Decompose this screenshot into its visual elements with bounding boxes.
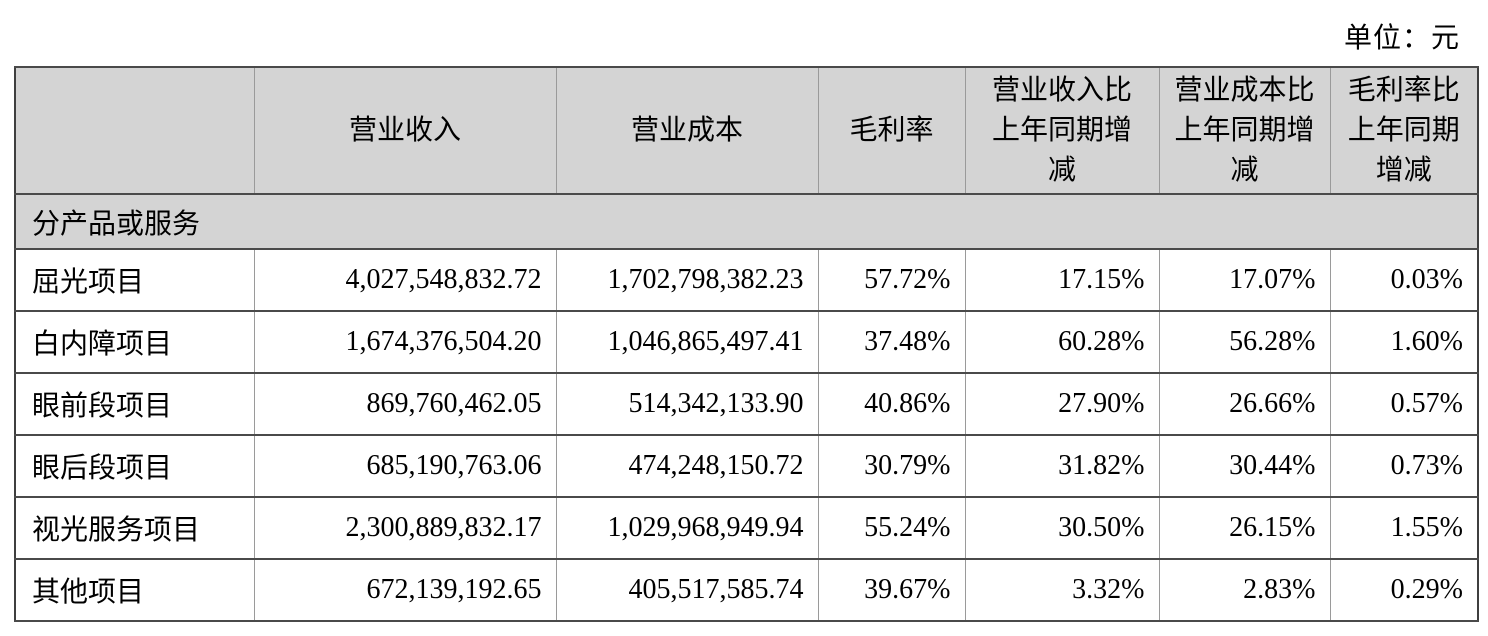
product-service-table: 营业收入 营业成本 毛利率 营业收入比 上年同期增 减 营业成本比 上年同期增 … [14,66,1479,622]
revenue-cell: 672,139,192.65 [253,558,557,622]
product-name-cell: 白内障项目 [14,310,255,374]
revenue-yoy-cell: 3.32% [964,558,1160,622]
col-header-cost-yoy: 营业成本比 上年同期增 减 [1158,66,1331,195]
section-header-cell: 分产品或服务 [14,193,1479,250]
product-name-cell: 眼后段项目 [14,434,255,498]
col-header-blank [14,66,255,195]
table-row: 眼前段项目 869,760,462.05 514,342,133.90 40.8… [14,372,1479,436]
revenue-yoy-cell: 60.28% [964,310,1160,374]
gross-margin-cell: 55.24% [817,496,966,560]
margin-yoy-cell: 1.60% [1329,310,1479,374]
header-row: 营业收入 营业成本 毛利率 营业收入比 上年同期增 减 营业成本比 上年同期增 … [14,66,1479,195]
revenue-cell: 4,027,548,832.72 [253,248,557,312]
cost-yoy-cell: 56.28% [1158,310,1331,374]
table-row: 白内障项目 1,674,376,504.20 1,046,865,497.41 … [14,310,1479,374]
revenue-yoy-cell: 17.15% [964,248,1160,312]
gross-margin-cell: 40.86% [817,372,966,436]
revenue-cell: 1,674,376,504.20 [253,310,557,374]
cost-cell: 1,046,865,497.41 [555,310,819,374]
revenue-cell: 685,190,763.06 [253,434,557,498]
gross-margin-cell: 57.72% [817,248,966,312]
gross-margin-cell: 30.79% [817,434,966,498]
col-header-gross-margin: 毛利率 [817,66,966,195]
col-header-revenue: 营业收入 [253,66,557,195]
section-header-row: 分产品或服务 [14,193,1479,250]
product-name-cell: 其他项目 [14,558,255,622]
col-header-revenue-yoy: 营业收入比 上年同期增 减 [964,66,1160,195]
cost-yoy-cell: 26.66% [1158,372,1331,436]
product-name-cell: 屈光项目 [14,248,255,312]
revenue-cell: 2,300,889,832.17 [253,496,557,560]
margin-yoy-cell: 0.57% [1329,372,1479,436]
cost-yoy-cell: 30.44% [1158,434,1331,498]
revenue-yoy-cell: 31.82% [964,434,1160,498]
margin-yoy-cell: 0.29% [1329,558,1479,622]
revenue-yoy-cell: 27.90% [964,372,1160,436]
cost-yoy-cell: 2.83% [1158,558,1331,622]
product-name-cell: 眼前段项目 [14,372,255,436]
cost-cell: 1,702,798,382.23 [555,248,819,312]
cost-cell: 1,029,968,949.94 [555,496,819,560]
margin-yoy-cell: 0.03% [1329,248,1479,312]
cost-cell: 405,517,585.74 [555,558,819,622]
table-row: 眼后段项目 685,190,763.06 474,248,150.72 30.7… [14,434,1479,498]
unit-label: 单位：元 [1343,23,1460,54]
cost-cell: 474,248,150.72 [555,434,819,498]
table-body: 分产品或服务 屈光项目 4,027,548,832.72 1,702,798,3… [14,193,1479,622]
table-row: 其他项目 672,139,192.65 405,517,585.74 39.67… [14,558,1479,622]
table-row: 视光服务项目 2,300,889,832.17 1,029,968,949.94… [14,496,1479,560]
revenue-yoy-cell: 30.50% [964,496,1160,560]
product-name-cell: 视光服务项目 [14,496,255,560]
cost-yoy-cell: 17.07% [1158,248,1331,312]
cost-yoy-cell: 26.15% [1158,496,1331,560]
gross-margin-cell: 39.67% [817,558,966,622]
revenue-cell: 869,760,462.05 [253,372,557,436]
margin-yoy-cell: 1.55% [1329,496,1479,560]
table-row: 屈光项目 4,027,548,832.72 1,702,798,382.23 5… [14,248,1479,312]
gross-margin-cell: 37.48% [817,310,966,374]
col-header-cost: 营业成本 [555,66,819,195]
col-header-margin-yoy: 毛利率比 上年同期 增减 [1329,66,1479,195]
table-header: 营业收入 营业成本 毛利率 营业收入比 上年同期增 减 营业成本比 上年同期增 … [14,66,1479,195]
margin-yoy-cell: 0.73% [1329,434,1479,498]
cost-cell: 514,342,133.90 [555,372,819,436]
